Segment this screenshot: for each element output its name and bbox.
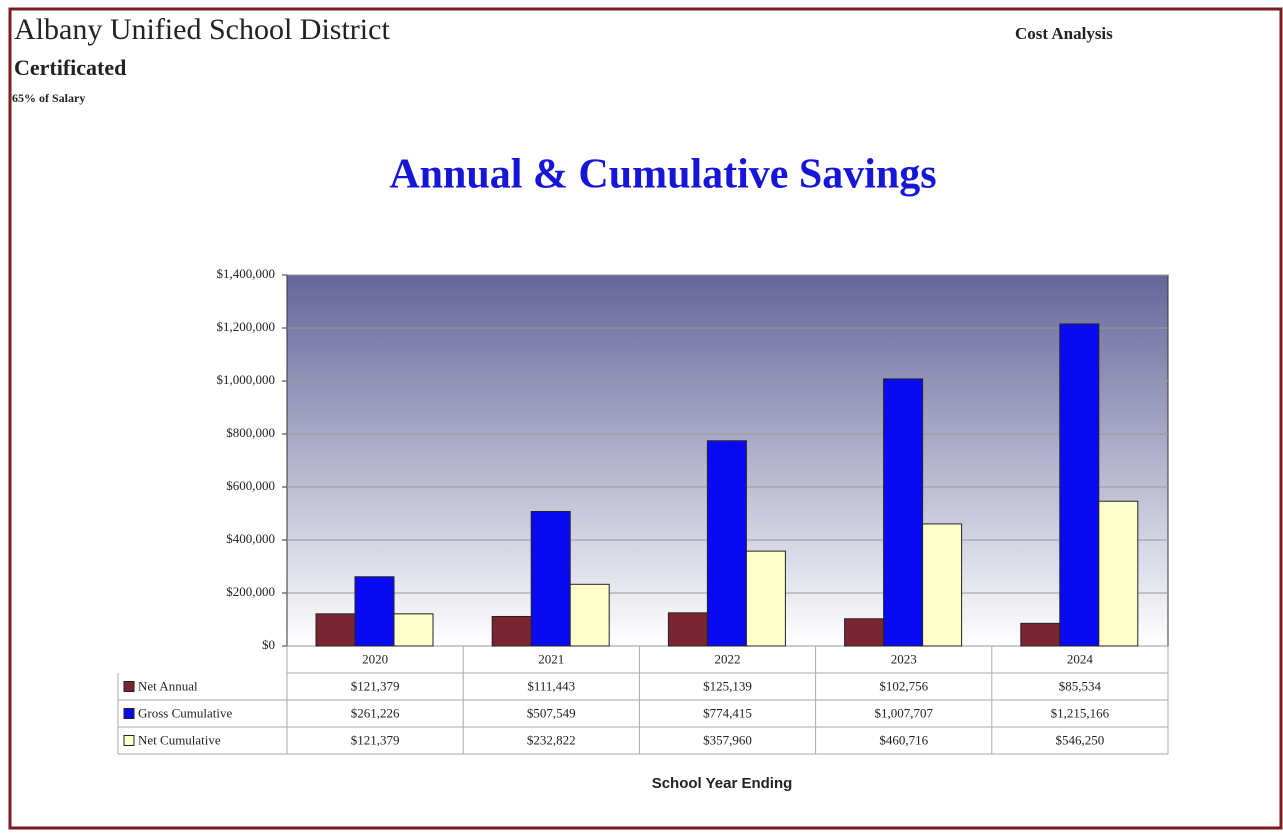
y-tick-label: $800,000 bbox=[226, 425, 275, 440]
bar bbox=[491, 615, 532, 647]
data-label: $1,007,707 bbox=[874, 705, 933, 720]
chart-title: Annual & Cumulative Savings bbox=[389, 152, 936, 198]
legend-swatch bbox=[123, 735, 135, 746]
data-label: $546,250 bbox=[1056, 732, 1105, 747]
data-label: $121,379 bbox=[351, 732, 400, 747]
data-label: $774,415 bbox=[703, 705, 752, 720]
y-tick-label: $1,000,000 bbox=[217, 372, 276, 387]
district: Albany Unified School District bbox=[14, 13, 390, 46]
bar bbox=[706, 440, 747, 647]
data-label: $102,756 bbox=[879, 678, 928, 693]
bar bbox=[393, 613, 434, 647]
note: 65% of Salary bbox=[12, 91, 85, 105]
data-label: $121,379 bbox=[351, 678, 400, 693]
y-tick-label: $600,000 bbox=[226, 478, 275, 493]
x-tick-label: 2022 bbox=[715, 651, 741, 666]
bar bbox=[883, 378, 924, 647]
data-label: $111,443 bbox=[527, 678, 575, 693]
bar bbox=[844, 618, 885, 647]
data-label: $357,960 bbox=[703, 732, 752, 747]
legend-swatch bbox=[123, 708, 135, 719]
x-tick-label: 2020 bbox=[362, 651, 388, 666]
y-tick-label: $1,200,000 bbox=[217, 319, 276, 334]
bar bbox=[922, 523, 963, 647]
legend-label: Net Annual bbox=[138, 678, 198, 693]
y-tick-label: $400,000 bbox=[226, 531, 275, 546]
bar bbox=[1059, 323, 1100, 647]
bar bbox=[1020, 622, 1061, 647]
legend-swatch bbox=[123, 681, 135, 692]
data-label: $507,549 bbox=[527, 705, 576, 720]
group: Certificated bbox=[14, 55, 126, 80]
data-label: $1,215,166 bbox=[1051, 705, 1110, 720]
data-label: $125,139 bbox=[703, 678, 752, 693]
bar bbox=[1098, 500, 1139, 647]
bar bbox=[315, 613, 356, 647]
bar bbox=[354, 576, 395, 647]
legend-label: Net Cumulative bbox=[138, 732, 221, 747]
data-label: $85,534 bbox=[1059, 678, 1102, 693]
bar bbox=[530, 510, 571, 647]
bar bbox=[745, 550, 786, 647]
x-tick-label: 2021 bbox=[538, 651, 564, 666]
data-label: $232,822 bbox=[527, 732, 576, 747]
data-label: $460,716 bbox=[879, 732, 928, 747]
y-tick-label: $200,000 bbox=[226, 584, 275, 599]
report: Cost Analysis bbox=[1015, 24, 1113, 43]
page-border bbox=[8, 7, 1283, 830]
data-label: $261,226 bbox=[351, 705, 400, 720]
x-tick-label: 2023 bbox=[891, 651, 917, 666]
y-tick-label: $1,400,000 bbox=[217, 266, 276, 281]
legend-label: Gross Cumulative bbox=[138, 705, 232, 720]
y-tick-label: $0 bbox=[262, 637, 275, 652]
x-axis-label: School Year Ending bbox=[652, 775, 793, 792]
x-tick-label: 2024 bbox=[1067, 651, 1094, 666]
bar bbox=[569, 583, 610, 647]
bar bbox=[667, 612, 708, 647]
